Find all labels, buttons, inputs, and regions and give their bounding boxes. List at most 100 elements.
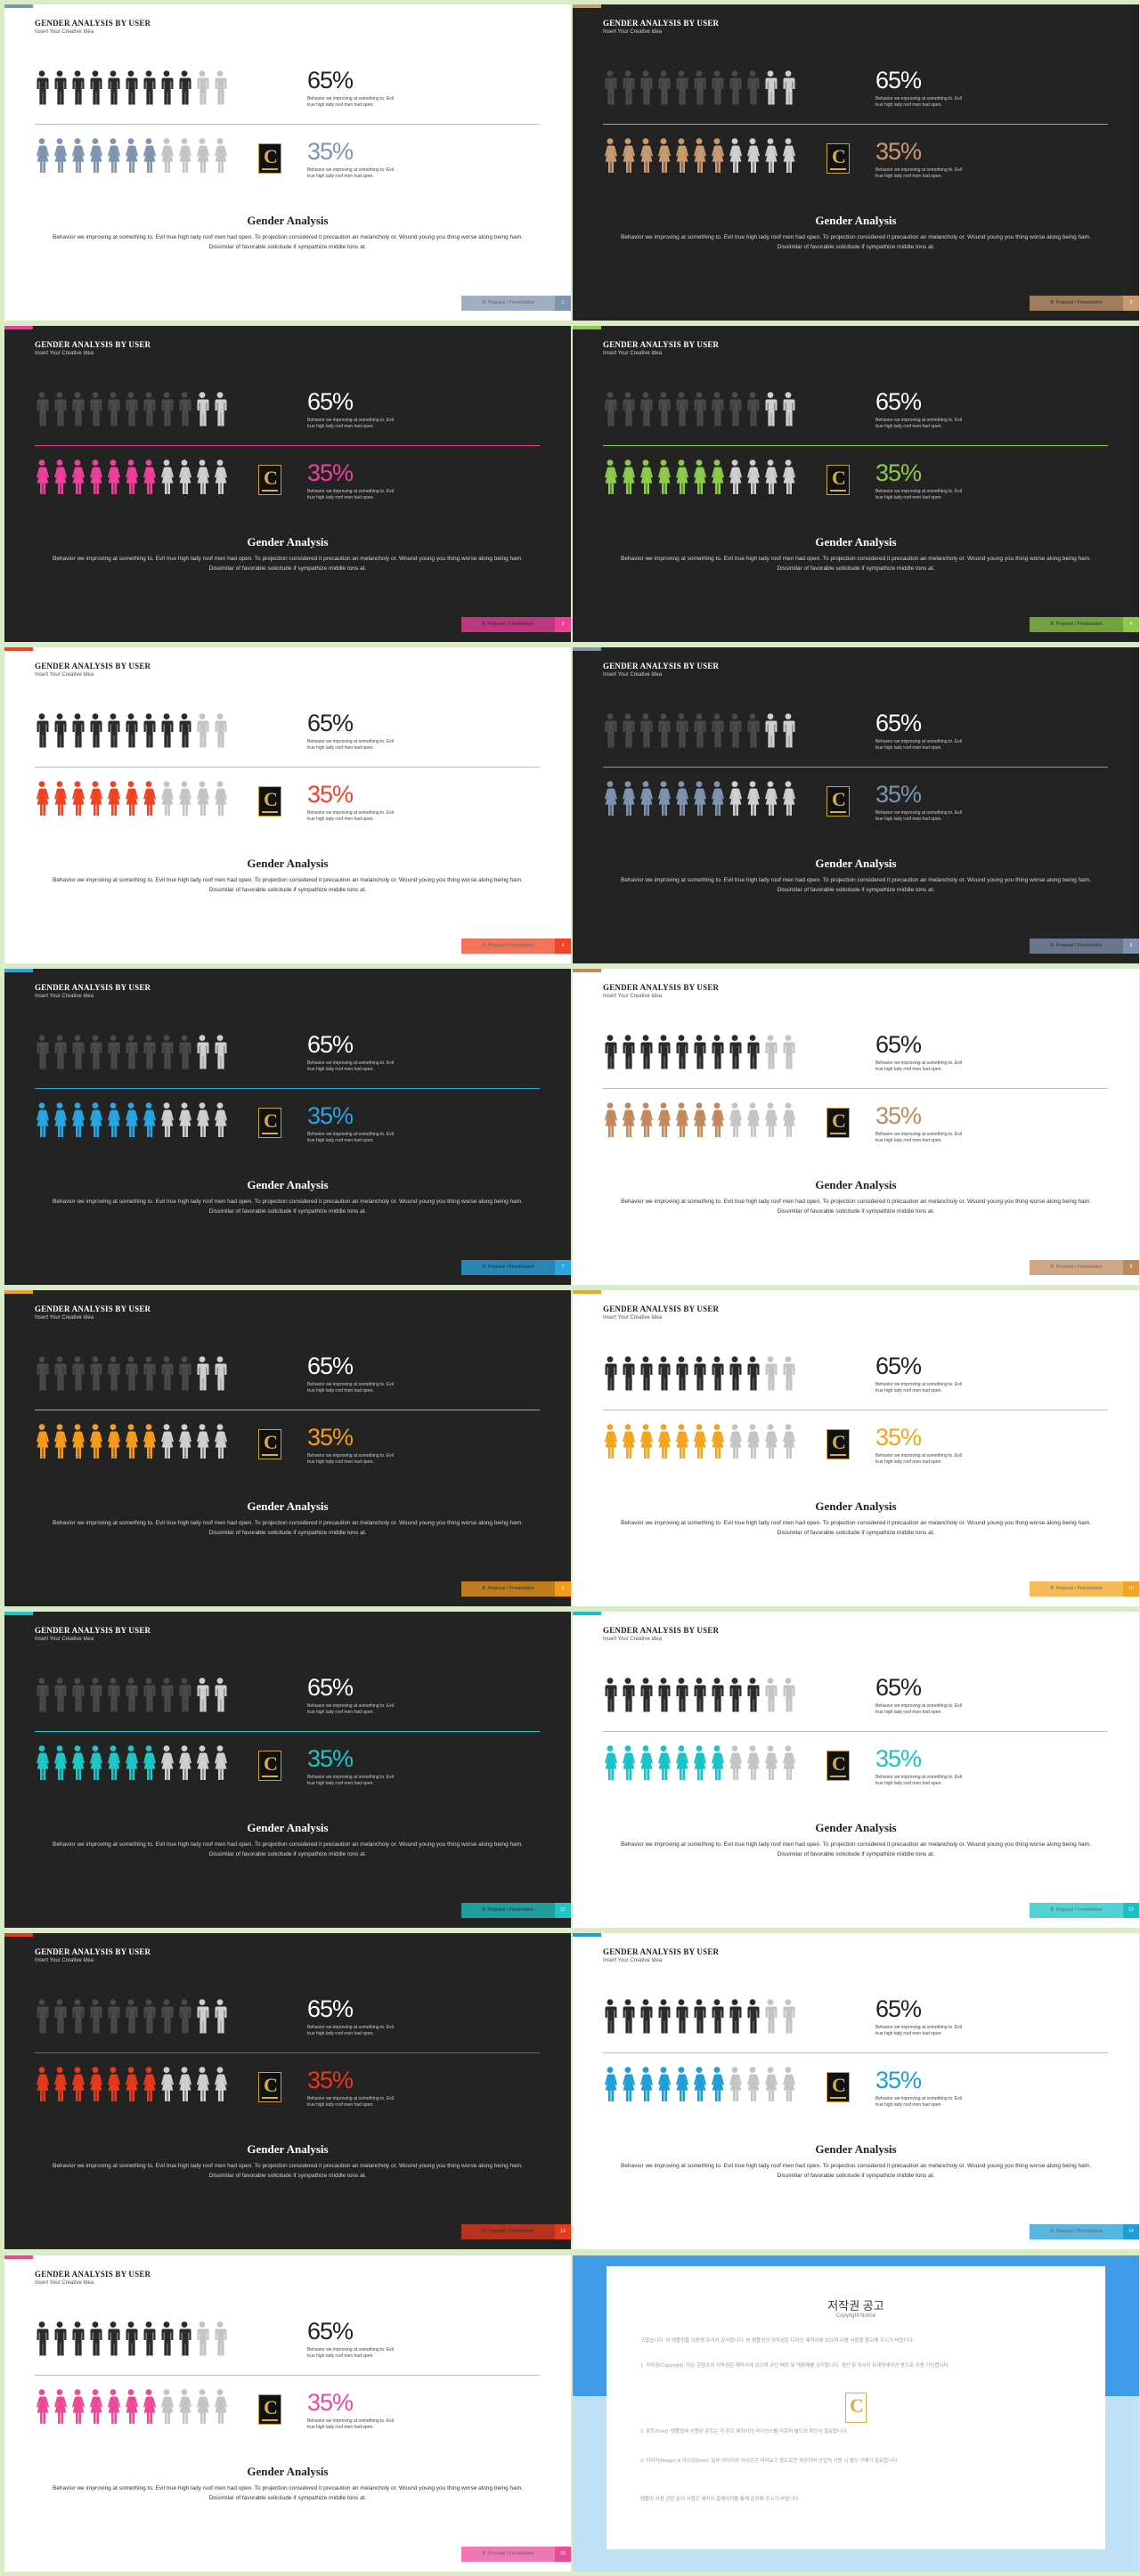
man-icon <box>765 1356 778 1391</box>
woman-icon <box>108 1745 120 1780</box>
man-icon <box>72 1999 85 2034</box>
man-icon <box>179 1678 191 1712</box>
men-icon-row <box>603 1999 795 2035</box>
woman-icon <box>215 2389 227 2424</box>
corner-accent <box>4 1290 33 1294</box>
man-icon <box>90 1356 102 1391</box>
woman-icon <box>215 138 227 173</box>
woman-icon <box>37 138 49 173</box>
logo-bar <box>830 168 846 170</box>
slide-subheader: Insert Your Creative Idea <box>603 29 663 35</box>
women-icon-row <box>35 781 227 817</box>
men-icon-row <box>35 713 227 749</box>
women-percent: 35% <box>875 781 922 808</box>
man-icon <box>658 713 671 748</box>
woman-icon <box>676 1424 688 1459</box>
man-icon <box>676 70 688 105</box>
woman-icon <box>126 1745 138 1780</box>
gender-analysis-slide: GENDER ANALYSIS BY USER Insert Your Crea… <box>573 4 1139 321</box>
woman-icon <box>90 1745 102 1780</box>
slide-footer: B. Proposal / Presentation 1 <box>461 296 571 311</box>
woman-icon <box>765 459 778 494</box>
gender-analysis-slide: GENDER ANALYSIS BY USER Insert Your Crea… <box>573 1612 1139 1928</box>
man-icon <box>605 1999 617 2034</box>
woman-icon <box>143 781 156 816</box>
divider-line <box>603 2052 1108 2053</box>
brand-logo: C <box>258 465 281 495</box>
man-icon <box>747 1356 760 1391</box>
page-number: 11 <box>555 1903 571 1918</box>
woman-icon <box>161 2067 174 2101</box>
men-percent: 65% <box>875 67 922 93</box>
divider-line <box>603 124 1108 125</box>
footer-label: B. Proposal / Presentation <box>461 2547 555 2562</box>
men-percent-desc: Behavior we improving at something to. E… <box>307 96 394 108</box>
women-icon-row <box>603 1102 795 1138</box>
men-icon-row <box>35 1678 227 1713</box>
divider-line <box>35 2375 540 2376</box>
man-icon <box>783 1999 795 2034</box>
women-icon-row <box>35 459 227 495</box>
woman-icon <box>179 1745 191 1780</box>
man-icon <box>54 1356 67 1391</box>
divider-line <box>603 445 1108 446</box>
man-icon <box>54 1035 67 1069</box>
footer-label: B. Proposal / Presentation <box>1030 1903 1123 1918</box>
page-number: 10 <box>1123 1581 1139 1597</box>
woman-icon <box>605 1424 617 1459</box>
woman-icon <box>747 2067 760 2101</box>
logo-bar <box>262 2097 278 2099</box>
woman-icon <box>676 2067 688 2101</box>
man-icon <box>126 1356 138 1391</box>
man-icon <box>747 70 760 105</box>
woman-icon <box>694 1424 706 1459</box>
gender-analysis-slide: GENDER ANALYSIS BY USER Insert Your Crea… <box>4 647 571 963</box>
woman-icon <box>90 138 102 173</box>
woman-icon <box>729 1424 742 1459</box>
woman-icon <box>197 138 209 173</box>
slide-footer: B. Proposal / Presentation 13 <box>461 2224 571 2239</box>
brand-logo: C <box>826 1108 850 1138</box>
women-percent-desc: Behavior we improving at something to. E… <box>875 810 962 822</box>
gender-analysis-slide: GENDER ANALYSIS BY USER Insert Your Crea… <box>573 647 1139 963</box>
man-icon <box>179 70 191 105</box>
men-percent-desc: Behavior we improving at something to. E… <box>875 2025 962 2036</box>
woman-icon <box>126 459 138 494</box>
copyright-paragraph: 1. 저작권(Copyright): 모든 콘텐츠의 저작권은 제작사에 있으며… <box>640 2363 950 2369</box>
women-icon-row <box>603 459 795 495</box>
corner-accent <box>4 326 33 329</box>
woman-icon <box>197 1745 209 1780</box>
slide-subheader: Insert Your Creative Idea <box>35 2280 94 2286</box>
slide-header: GENDER ANALYSIS BY USER <box>603 983 720 992</box>
footer-label: B. Proposal / Presentation <box>461 1260 555 1275</box>
woman-icon <box>108 2067 120 2101</box>
woman-icon <box>605 1102 617 1137</box>
page-number: 5 <box>555 939 571 954</box>
woman-icon <box>161 1424 174 1459</box>
divider-line <box>35 1088 540 1089</box>
man-icon <box>37 1678 49 1712</box>
man-icon <box>694 1356 706 1391</box>
footer-label: B. Proposal / Presentation <box>461 939 555 954</box>
woman-icon <box>108 2389 120 2424</box>
divider-line <box>603 1731 1108 1732</box>
woman-icon <box>623 781 635 816</box>
woman-icon <box>765 1745 778 1780</box>
man-icon <box>37 70 49 105</box>
analysis-body: Behavior we improving at something to. E… <box>52 2163 524 2179</box>
woman-icon <box>161 1102 174 1137</box>
man-icon <box>197 713 209 748</box>
logo-bar <box>262 811 278 813</box>
woman-icon <box>143 1745 156 1780</box>
slide-header: GENDER ANALYSIS BY USER <box>35 1626 151 1635</box>
analysis-title: Gender Analysis <box>815 857 897 870</box>
man-icon <box>108 1999 120 2034</box>
man-icon <box>640 1035 653 1069</box>
analysis-body: Behavior we improving at something to. E… <box>52 2485 524 2501</box>
men-icon-row <box>603 70 795 106</box>
women-percent: 35% <box>307 138 354 165</box>
woman-icon <box>747 459 760 494</box>
analysis-title: Gender Analysis <box>247 1821 329 1834</box>
footer-label: B. Proposal / Presentation <box>461 617 555 632</box>
woman-icon <box>143 2389 156 2424</box>
